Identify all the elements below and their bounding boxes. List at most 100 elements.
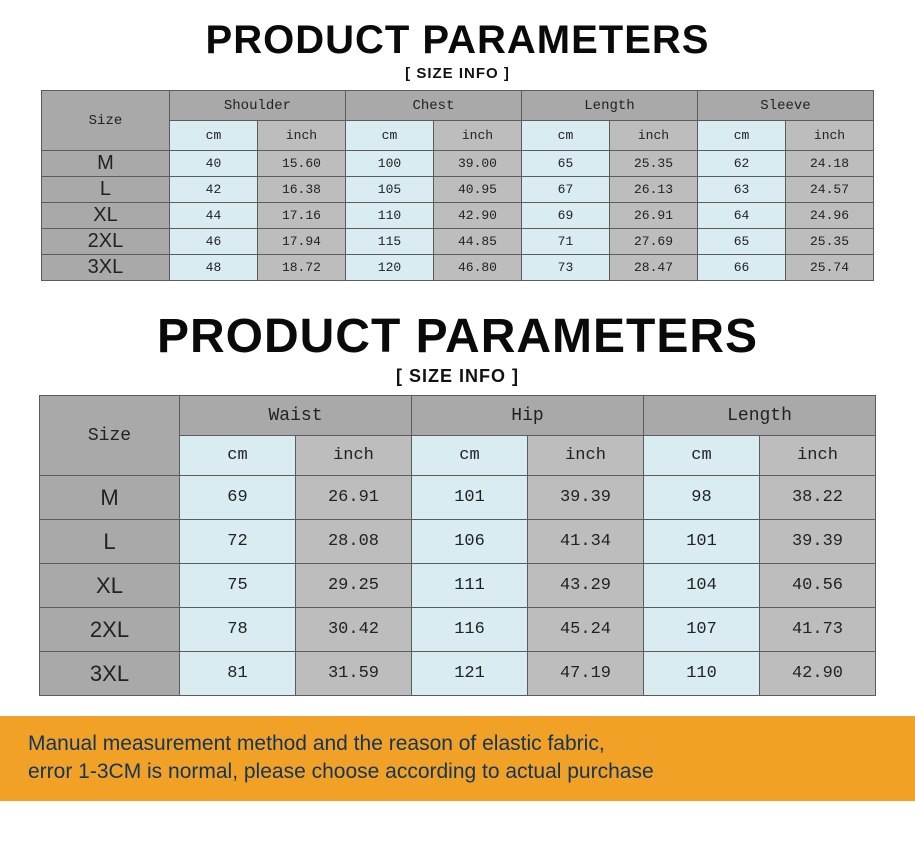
unit-header: cm — [179, 436, 295, 476]
unit-header: cm — [412, 436, 528, 476]
data-cell: 44 — [169, 203, 257, 229]
unit-header: inch — [786, 121, 874, 151]
data-cell: 69 — [179, 476, 295, 520]
data-cell: 25.74 — [786, 255, 874, 281]
table1-container: SizeShoulderChestLengthSleevecminchcminc… — [0, 90, 915, 281]
data-cell: 62 — [698, 151, 786, 177]
unit-header: cm — [169, 121, 257, 151]
size-cell: XL — [41, 203, 169, 229]
data-cell: 63 — [698, 177, 786, 203]
size-cell: XL — [39, 564, 179, 608]
size-header: Size — [39, 396, 179, 476]
size-cell: M — [41, 151, 169, 177]
unit-header: inch — [528, 436, 644, 476]
data-cell: 42.90 — [433, 203, 521, 229]
data-cell: 115 — [345, 229, 433, 255]
data-cell: 106 — [412, 520, 528, 564]
data-cell: 26.13 — [609, 177, 697, 203]
title-2: PRODUCT PARAMETERS — [0, 309, 915, 364]
data-cell: 101 — [644, 520, 760, 564]
data-cell: 44.85 — [433, 229, 521, 255]
data-cell: 30.42 — [295, 608, 411, 652]
title-1: PRODUCT PARAMETERS — [0, 18, 915, 63]
data-cell: 75 — [179, 564, 295, 608]
data-cell: 18.72 — [257, 255, 345, 281]
data-cell: 24.57 — [786, 177, 874, 203]
measurement-notice: Manual measurement method and the reason… — [0, 716, 915, 801]
unit-header: cm — [698, 121, 786, 151]
data-cell: 26.91 — [609, 203, 697, 229]
data-cell: 48 — [169, 255, 257, 281]
data-cell: 46.80 — [433, 255, 521, 281]
data-cell: 65 — [521, 151, 609, 177]
data-cell: 28.08 — [295, 520, 411, 564]
data-cell: 31.59 — [295, 652, 411, 696]
table2-container: SizeWaistHipLengthcminchcminchcminchM692… — [0, 395, 915, 696]
unit-header: cm — [644, 436, 760, 476]
data-cell: 67 — [521, 177, 609, 203]
unit-header: inch — [295, 436, 411, 476]
size-cell: M — [39, 476, 179, 520]
data-cell: 116 — [412, 608, 528, 652]
notice-line1: Manual measurement method and the reason… — [28, 730, 887, 758]
section-bottom: PRODUCT PARAMETERS [ SIZE INFO ] SizeWai… — [0, 309, 915, 696]
measure-header: Length — [521, 91, 697, 121]
notice-line2: error 1-3CM is normal, please choose acc… — [28, 758, 887, 786]
unit-header: inch — [760, 436, 876, 476]
unit-header: inch — [257, 121, 345, 151]
data-cell: 24.18 — [786, 151, 874, 177]
unit-header: cm — [345, 121, 433, 151]
data-cell: 17.94 — [257, 229, 345, 255]
size-table-bottom: SizeWaistHipLengthcminchcminchcminchM692… — [39, 395, 876, 696]
data-cell: 47.19 — [528, 652, 644, 696]
measure-header: Chest — [345, 91, 521, 121]
data-cell: 107 — [644, 608, 760, 652]
data-cell: 101 — [412, 476, 528, 520]
size-cell: L — [39, 520, 179, 564]
data-cell: 66 — [698, 255, 786, 281]
data-cell: 105 — [345, 177, 433, 203]
data-cell: 65 — [698, 229, 786, 255]
data-cell: 39.39 — [528, 476, 644, 520]
data-cell: 40.95 — [433, 177, 521, 203]
data-cell: 24.96 — [786, 203, 874, 229]
data-cell: 29.25 — [295, 564, 411, 608]
data-cell: 45.24 — [528, 608, 644, 652]
data-cell: 28.47 — [609, 255, 697, 281]
data-cell: 78 — [179, 608, 295, 652]
measure-header: Sleeve — [698, 91, 874, 121]
data-cell: 110 — [345, 203, 433, 229]
measure-header: Length — [644, 396, 876, 436]
data-cell: 17.16 — [257, 203, 345, 229]
data-cell: 98 — [644, 476, 760, 520]
data-cell: 64 — [698, 203, 786, 229]
size-cell: 2XL — [39, 608, 179, 652]
data-cell: 73 — [521, 255, 609, 281]
data-cell: 110 — [644, 652, 760, 696]
data-cell: 38.22 — [760, 476, 876, 520]
data-cell: 15.60 — [257, 151, 345, 177]
data-cell: 41.73 — [760, 608, 876, 652]
size-cell: 3XL — [39, 652, 179, 696]
data-cell: 39.00 — [433, 151, 521, 177]
data-cell: 25.35 — [786, 229, 874, 255]
data-cell: 41.34 — [528, 520, 644, 564]
data-cell: 46 — [169, 229, 257, 255]
subtitle-2: [ SIZE INFO ] — [0, 366, 915, 387]
data-cell: 40.56 — [760, 564, 876, 608]
data-cell: 16.38 — [257, 177, 345, 203]
data-cell: 120 — [345, 255, 433, 281]
data-cell: 40 — [169, 151, 257, 177]
size-cell: L — [41, 177, 169, 203]
measure-header: Hip — [412, 396, 644, 436]
data-cell: 69 — [521, 203, 609, 229]
data-cell: 26.91 — [295, 476, 411, 520]
measure-header: Shoulder — [169, 91, 345, 121]
subtitle-1: [ SIZE INFO ] — [0, 65, 915, 82]
data-cell: 71 — [521, 229, 609, 255]
data-cell: 100 — [345, 151, 433, 177]
data-cell: 39.39 — [760, 520, 876, 564]
measure-header: Waist — [179, 396, 411, 436]
data-cell: 81 — [179, 652, 295, 696]
data-cell: 42 — [169, 177, 257, 203]
